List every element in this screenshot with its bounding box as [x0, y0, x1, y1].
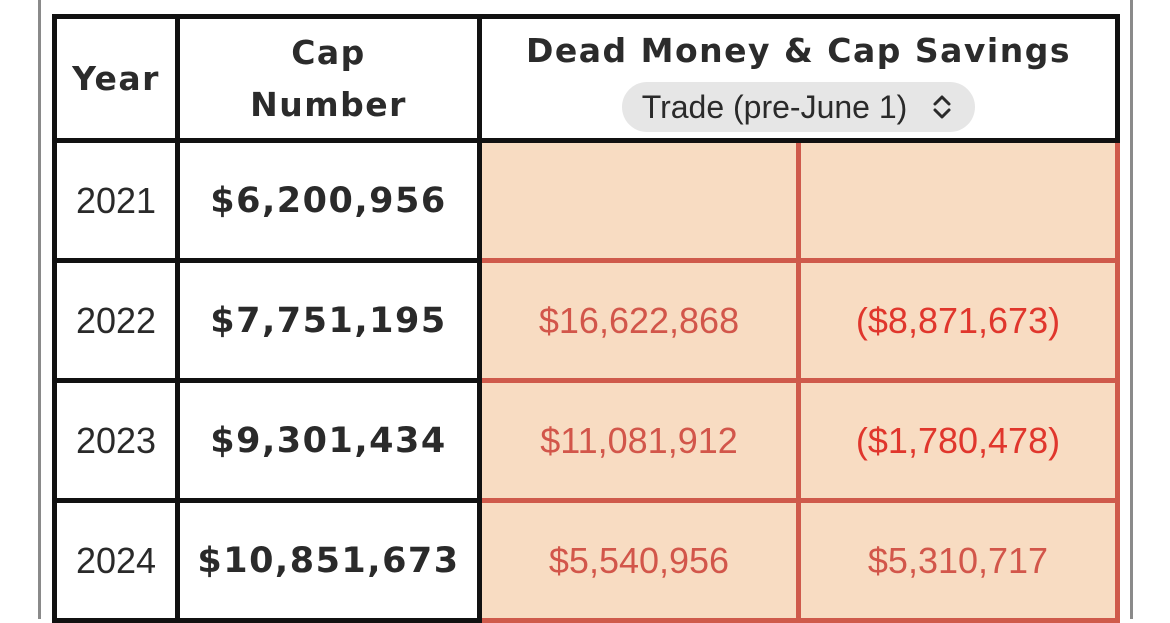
dead-money-title: Dead Money & Cap Savings — [525, 31, 1072, 70]
dead-money-cell — [477, 138, 801, 263]
year-cell: 2023 — [52, 378, 180, 503]
table-row: 2021 $6,200,956 — [52, 138, 1120, 263]
table-row: 2023 $9,301,434 $11,081,912 ($1,780,478) — [52, 378, 1120, 503]
cap-savings-cell: $5,310,717 — [796, 498, 1120, 623]
page-border-right — [1130, 0, 1133, 619]
year-header: Year — [52, 14, 180, 143]
dead-money-cell: $11,081,912 — [477, 378, 801, 503]
contract-cap-table: Year Cap Number Dead Money & Cap Savings… — [52, 14, 1120, 623]
cap-number-cell: $10,851,673 — [175, 498, 482, 623]
table-header-row: Year Cap Number Dead Money & Cap Savings… — [52, 14, 1120, 143]
year-cell: 2024 — [52, 498, 180, 623]
cap-number-cell: $7,751,195 — [175, 258, 482, 383]
cap-number-cell: $6,200,956 — [175, 138, 482, 263]
cap-number-header: Cap Number — [175, 14, 482, 143]
table-row: 2024 $10,851,673 $5,540,956 $5,310,717 — [52, 498, 1120, 623]
cap-savings-cell: ($8,871,673) — [796, 258, 1120, 383]
year-cell: 2021 — [52, 138, 180, 263]
table-row: 2022 $7,751,195 $16,622,868 ($8,871,673) — [52, 258, 1120, 383]
dead-money-cell: $5,540,956 — [477, 498, 801, 623]
cap-savings-cell: ($1,780,478) — [796, 378, 1120, 503]
cap-number-cell: $9,301,434 — [175, 378, 482, 503]
scenario-select[interactable]: Trade (pre-June 1) — [621, 82, 976, 132]
chevron-up-down-icon — [933, 95, 951, 119]
dead-money-cell: $16,622,868 — [477, 258, 801, 383]
year-cell: 2022 — [52, 258, 180, 383]
page-border-left — [38, 0, 41, 619]
dead-money-header: Dead Money & Cap Savings Trade (pre-June… — [477, 14, 1120, 143]
cap-savings-cell — [796, 138, 1120, 263]
scenario-select-value: Trade (pre-June 1) — [641, 88, 908, 125]
